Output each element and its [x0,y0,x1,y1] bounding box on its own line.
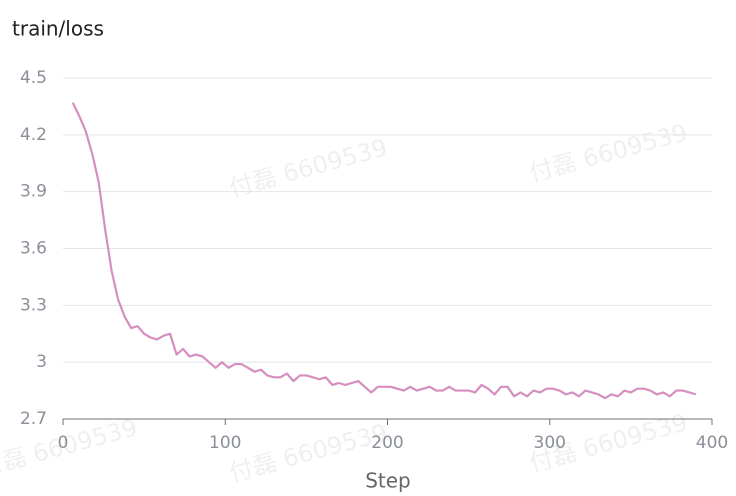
chart-title: train/loss [12,17,104,41]
x-tick-label: 200 [371,433,403,453]
y-tick-label: 3.3 [20,295,47,315]
x-tick-label: 400 [696,433,728,453]
x-tick-label: 0 [58,433,69,453]
y-tick-label: 3.9 [20,182,47,202]
y-tick-label: 4.5 [20,68,47,88]
y-tick-label: 3.6 [20,239,47,259]
x-axis-label: Step [365,469,411,493]
watermark: 付磊 6609539 [226,133,390,202]
y-tick-label: 2.7 [20,409,47,429]
watermark: 付磊 6609539 [526,118,690,187]
y-tick-label: 4.2 [20,125,47,145]
x-tick-label: 100 [209,433,241,453]
y-tick-label: 3 [36,352,47,372]
x-tick-label: 300 [534,433,566,453]
loss-line [71,102,697,400]
